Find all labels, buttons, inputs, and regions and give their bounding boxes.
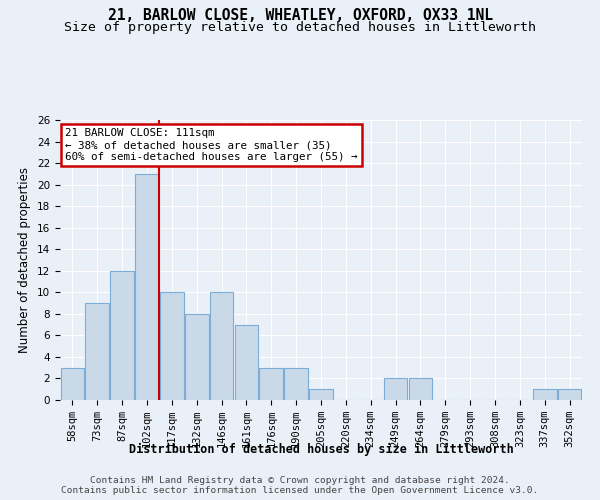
- Bar: [309, 389, 333, 400]
- Text: Contains HM Land Registry data © Crown copyright and database right 2024.
Contai: Contains HM Land Registry data © Crown c…: [61, 476, 539, 495]
- Bar: [85, 303, 109, 400]
- Bar: [185, 314, 209, 400]
- Bar: [409, 378, 432, 400]
- Bar: [210, 292, 233, 400]
- Bar: [384, 378, 407, 400]
- Text: 21, BARLOW CLOSE, WHEATLEY, OXFORD, OX33 1NL: 21, BARLOW CLOSE, WHEATLEY, OXFORD, OX33…: [107, 8, 493, 22]
- Bar: [61, 368, 84, 400]
- Bar: [533, 389, 557, 400]
- Bar: [135, 174, 159, 400]
- Text: Size of property relative to detached houses in Littleworth: Size of property relative to detached ho…: [64, 21, 536, 34]
- Text: 21 BARLOW CLOSE: 111sqm
← 38% of detached houses are smaller (35)
60% of semi-de: 21 BARLOW CLOSE: 111sqm ← 38% of detache…: [65, 128, 358, 162]
- Bar: [284, 368, 308, 400]
- Y-axis label: Number of detached properties: Number of detached properties: [19, 167, 31, 353]
- Bar: [259, 368, 283, 400]
- Bar: [558, 389, 581, 400]
- Text: Distribution of detached houses by size in Littleworth: Distribution of detached houses by size …: [128, 442, 514, 456]
- Bar: [235, 324, 258, 400]
- Bar: [110, 271, 134, 400]
- Bar: [160, 292, 184, 400]
